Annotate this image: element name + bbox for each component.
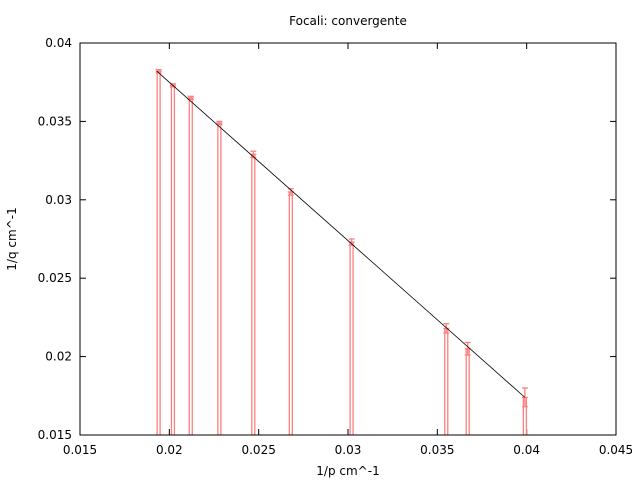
data-point — [348, 238, 355, 435]
y-axis-label: 1/q cm^-1 — [5, 207, 19, 270]
data-point — [216, 120, 223, 435]
chart-title: Focali: convergente — [289, 14, 407, 28]
x-tick-label: 0.04 — [513, 443, 540, 457]
x-tick-label: 0.03 — [335, 443, 362, 457]
fit-line — [156, 70, 526, 398]
plot-frame — [79, 42, 617, 436]
x-axis-label: 1/p cm^-1 — [316, 464, 379, 478]
x-tick-label: 0.015 — [63, 443, 97, 457]
data-point — [187, 95, 194, 435]
y-tick-label: 0.03 — [45, 193, 72, 207]
y-tick-label: 0.02 — [45, 350, 72, 364]
axis-ticks: 0.015 0.02 0.025 0.03 0.035 0.04 0.045 0.015 0.0… — [38, 36, 634, 457]
data-marks — [155, 69, 528, 435]
data-point — [464, 341, 471, 435]
data-point — [443, 323, 450, 435]
data-point — [287, 188, 294, 435]
x-tick-label: 0.025 — [241, 443, 275, 457]
x-tick-label: 0.045 — [599, 443, 633, 457]
x-tick-label: 0.02 — [156, 443, 183, 457]
data-point — [250, 150, 257, 435]
y-tick-label: 0.015 — [38, 428, 72, 442]
y-tick-label: 0.025 — [38, 271, 72, 285]
x-tick-label: 0.035 — [420, 443, 454, 457]
y-tick-label: 0.035 — [38, 114, 72, 128]
y-tick-label: 0.04 — [45, 36, 72, 50]
fit-line-group — [156, 70, 526, 398]
data-point — [155, 69, 162, 435]
data-point — [169, 83, 176, 435]
